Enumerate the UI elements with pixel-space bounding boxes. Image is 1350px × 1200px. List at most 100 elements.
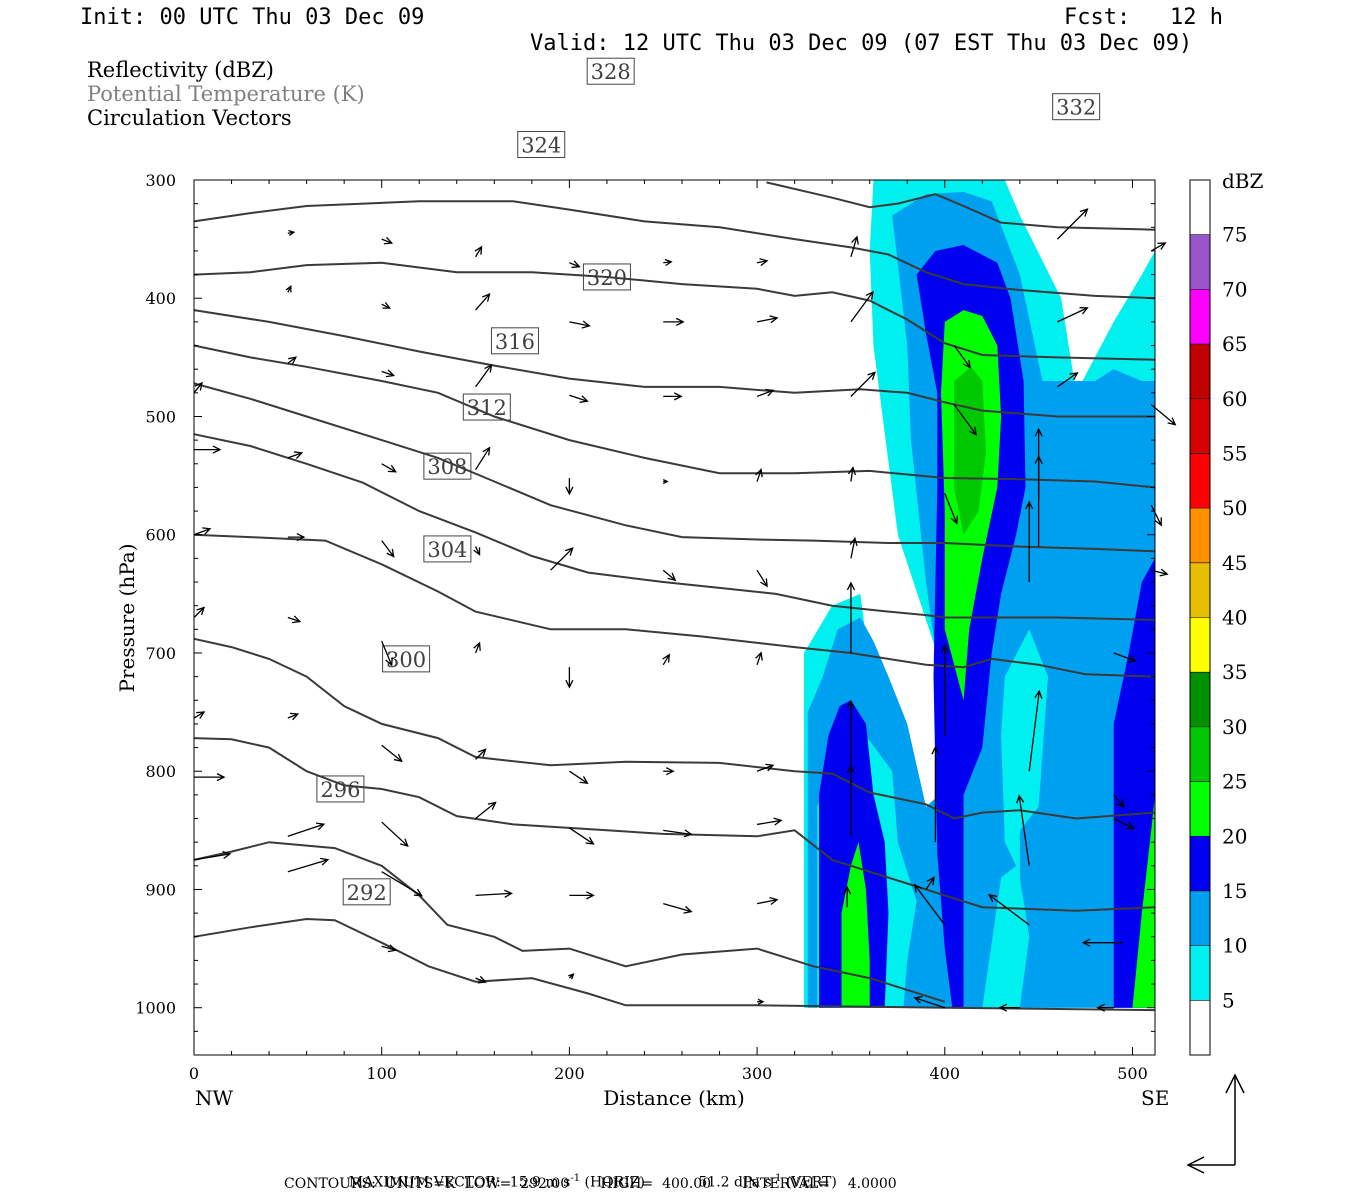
circulation-vector [565,667,574,689]
vector-head [565,679,574,689]
theta-contour-line [193,261,1156,361]
x-tick-label: 500 [1117,1064,1148,1083]
colorbar-tick-label: 70 [1222,277,1247,301]
circulation-vector [1113,652,1138,663]
theta-label-box [423,452,472,480]
vector-head [1069,372,1079,381]
circulation-vector [755,651,763,666]
theta-contour-label: 300 [386,648,426,672]
vector-shaft [381,303,390,309]
max-vector-line: MAXIMUM VECTOR: 15.9 m s-1 (HORIZ) 51.2 … [348,1173,837,1191]
reflectivity-region [819,700,889,1008]
max-vert-unit: (VERT) [785,1174,837,1191]
vector-head [662,653,670,663]
circulation-vector [381,744,403,763]
theta-contour-label: 292 [347,881,387,905]
vector-shaft [850,291,874,323]
colorbar-tick-label: 20 [1222,824,1247,848]
circulation-vector [569,827,595,845]
vector-shaft [287,616,301,623]
colorbar-tick-label: 65 [1222,332,1247,356]
vector-head [387,944,398,953]
reflectivity-region [841,842,870,1008]
circulation-vector [940,644,949,736]
vector-shaft [850,538,856,559]
theta-contour-label: 328 [591,60,631,84]
vector-shaft [381,640,393,666]
vector-shaft [756,652,762,666]
circulation-vector [913,995,945,1009]
vector-head [473,547,481,556]
circulation-vector [287,615,302,624]
vector-shaft [925,877,935,890]
circulation-vector [193,606,206,618]
colorbar-segment [1190,344,1210,399]
vector-shaft [756,317,778,323]
circulation-vector [287,712,300,721]
vector-head [294,451,304,459]
circulation-vector [1057,307,1089,323]
x-end-right: SE [1141,1086,1169,1110]
vector-head [1025,500,1034,510]
vector-shaft [662,569,676,581]
x-axis-label: Distance (km) [603,1086,745,1110]
circulation-vector [663,903,693,914]
colorbar-segment [1190,617,1210,673]
circulation-vector [569,320,591,329]
vector-head [285,285,292,293]
vector-head [940,644,949,654]
max-horiz-value: 15.9 m s [509,1174,571,1191]
circulation-vector [663,392,683,401]
circulation-vector [756,763,775,772]
circulation-vector [849,536,858,559]
vector-shaft [914,997,945,1009]
axes: 300 400 500 600 700 800 900 1000 0 100 200 300 400 50… [135,171,1155,1083]
vector-shaft [475,293,491,311]
vector-shaft [1150,242,1166,252]
theta-contour-line [193,533,1156,678]
circulation-vector [381,301,391,309]
vector-head [664,258,673,267]
vector-shaft [193,528,211,536]
circulation-vector [663,829,693,838]
vector-shaft [474,447,491,471]
vector-head [755,468,763,478]
vector-shaft [475,364,493,388]
theta-label-box [490,327,539,355]
circulation-vector [287,857,330,873]
vector-head [568,973,575,980]
vector-head [1034,689,1043,699]
vector-head [683,905,693,914]
vector-head [565,486,574,496]
field-label-theta: Potential Temperature (K) [87,82,365,106]
circulation-vector [663,317,685,326]
vector-head [222,850,232,860]
theta-label-box [1052,93,1101,121]
theta-contour-label: 316 [495,330,535,354]
vector-head [913,883,923,893]
theta-contour-line [193,309,1155,418]
theta-label-box [382,645,431,673]
circulation-vector [381,540,395,558]
circulation-vector [756,569,768,588]
vector-shaft [193,853,231,861]
vector-shaft [756,569,768,587]
circulation-vector [988,894,1030,926]
vector-shaft [381,370,394,377]
vector-shaft [474,246,483,258]
circulation-vector [756,315,779,324]
vector-head [579,395,589,403]
vector-head [846,699,856,709]
vector-shaft [287,859,329,873]
circulation-vector [931,745,940,843]
vector-shaft [475,977,486,983]
vector-head [675,317,685,326]
vector-head [1096,1003,1105,1012]
max-vector-label: MAXIMUM VECTOR: [348,1174,501,1191]
circulation-vector [550,547,574,571]
vector-head [988,894,998,903]
vector-head [196,606,206,616]
vector-head [665,767,675,776]
theta-contour-line [193,917,1156,1012]
vector-head [1125,821,1136,830]
